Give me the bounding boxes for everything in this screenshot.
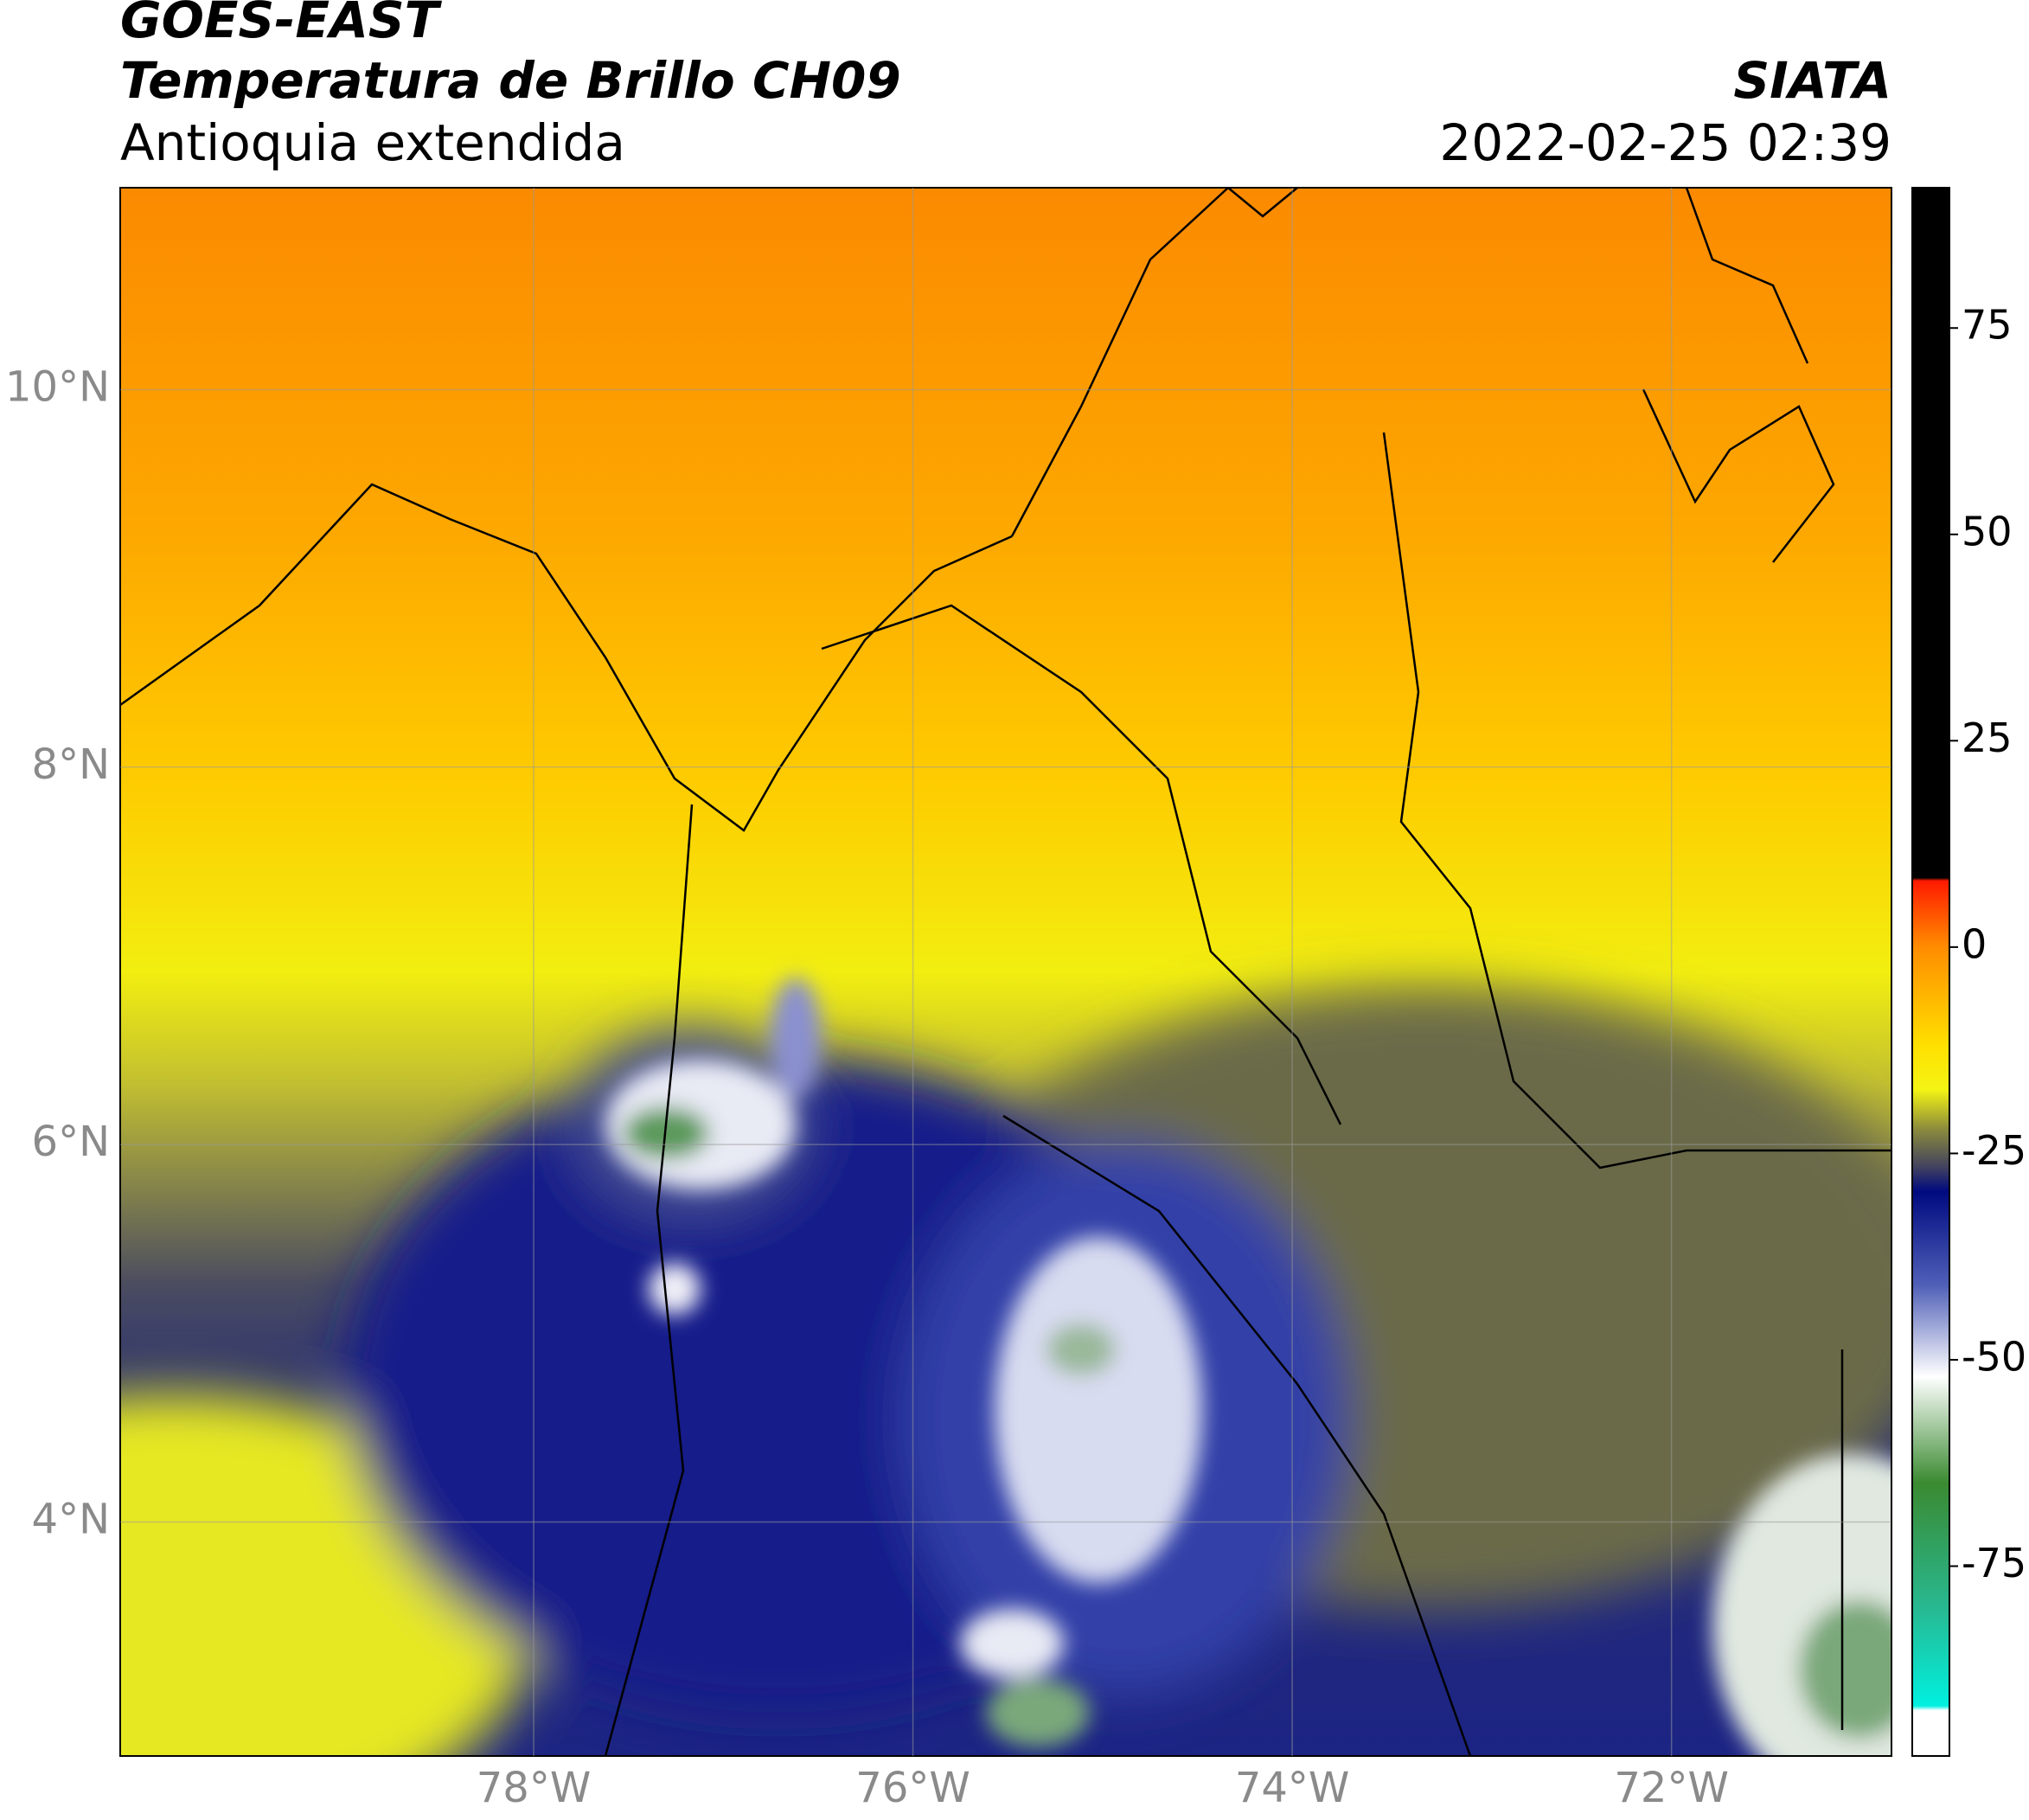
x-tick-label: 76°W [855, 1764, 970, 1812]
product: Temperatura de Brillo CH09 [120, 51, 901, 110]
colorbar-tick-label: 50 [1962, 508, 2013, 554]
satellite: GOES-EAST [120, 0, 443, 49]
source: SIATA [1733, 51, 1891, 110]
y-tick-label: 8°N [32, 740, 110, 789]
region: Antioquia extendida [120, 113, 625, 172]
colorbar-tick-label: 25 [1962, 715, 2013, 761]
colorbar-tick-label: -25 [1962, 1127, 2026, 1174]
colorbar [1911, 187, 1950, 1757]
y-tick-label: 4°N [32, 1495, 110, 1543]
x-tick-label: 78°W [477, 1764, 592, 1812]
map-image [120, 188, 1891, 1756]
map-frame [119, 187, 1892, 1757]
x-tick-label: 72°W [1614, 1764, 1729, 1812]
x-tick-label: 74°W [1235, 1764, 1350, 1812]
y-tick-label: 6°N [32, 1118, 110, 1166]
colorbar-tick-label: -50 [1962, 1333, 2026, 1380]
colorbar-tick-label: 75 [1962, 302, 2013, 349]
y-tick-label: 10°N [5, 362, 110, 411]
colorbar-tick-label: -75 [1962, 1540, 2026, 1586]
datetime: 2022-02-25 02:39 [1439, 113, 1891, 172]
colorbar-tick-label: 0 [1962, 920, 1987, 967]
